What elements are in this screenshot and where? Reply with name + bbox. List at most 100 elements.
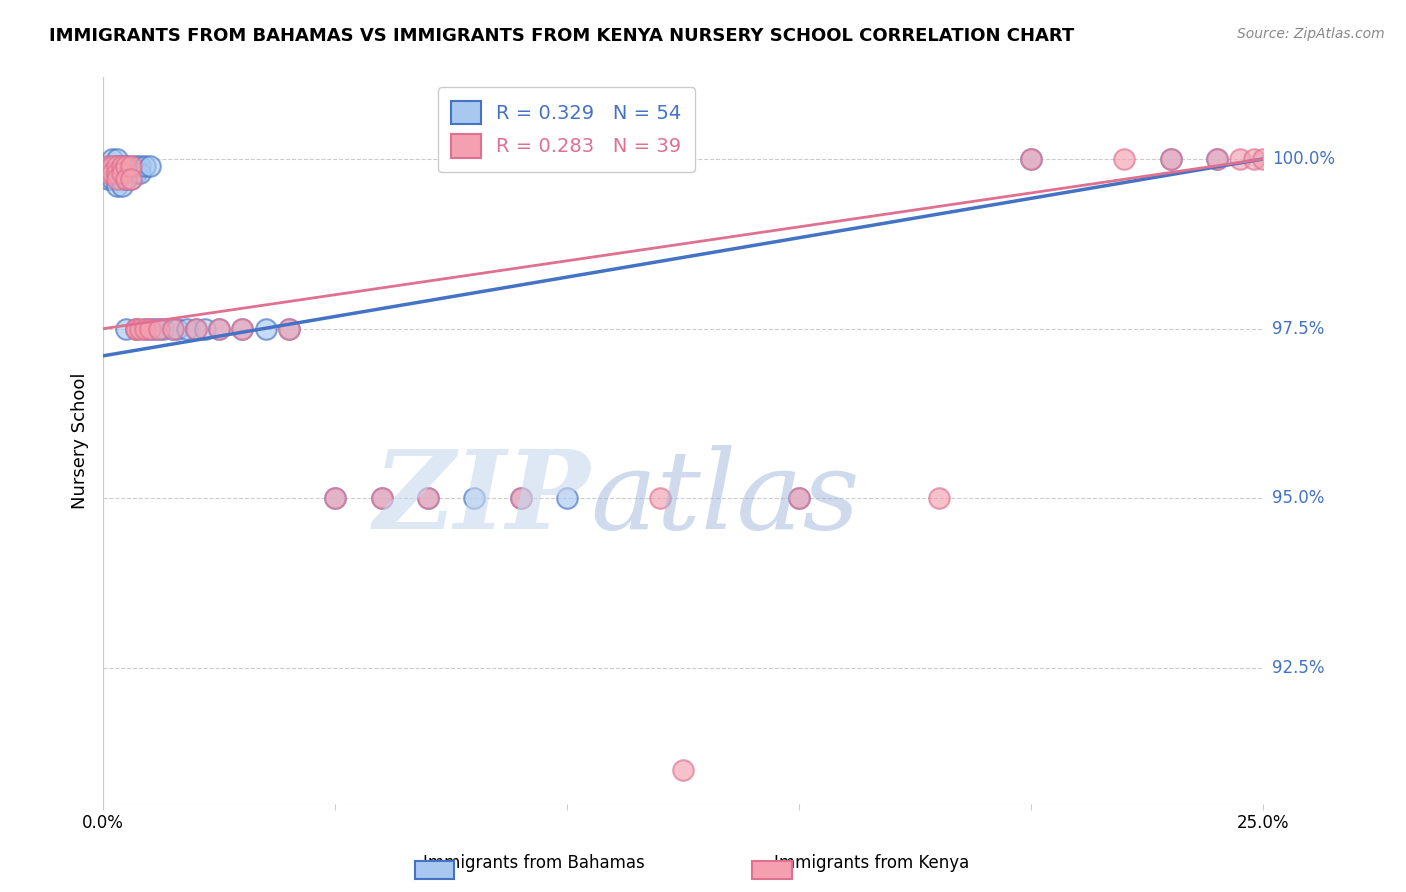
Point bbox=[105, 159, 128, 173]
Text: atlas: atlas bbox=[591, 445, 860, 552]
Point bbox=[124, 321, 146, 335]
Point bbox=[120, 172, 142, 186]
Point bbox=[1229, 152, 1251, 166]
Point bbox=[124, 321, 146, 335]
Point bbox=[1021, 152, 1043, 166]
Text: 92.5%: 92.5% bbox=[1272, 659, 1324, 677]
Point bbox=[105, 152, 128, 166]
Point bbox=[1160, 152, 1182, 166]
Point bbox=[115, 321, 138, 335]
Point bbox=[115, 165, 138, 179]
Point bbox=[105, 165, 128, 179]
Point bbox=[105, 172, 128, 186]
Point bbox=[509, 491, 531, 506]
Point bbox=[120, 159, 142, 173]
Point bbox=[152, 321, 174, 335]
Point bbox=[97, 165, 120, 179]
Point bbox=[105, 179, 128, 194]
Point bbox=[194, 321, 217, 335]
Text: 100.0%: 100.0% bbox=[1272, 150, 1334, 168]
Point bbox=[129, 159, 152, 173]
Point bbox=[231, 321, 253, 335]
Text: Source: ZipAtlas.com: Source: ZipAtlas.com bbox=[1237, 27, 1385, 41]
Point bbox=[138, 321, 160, 335]
Point bbox=[148, 321, 170, 335]
Point bbox=[115, 159, 138, 173]
Point bbox=[97, 172, 120, 186]
Point bbox=[1253, 152, 1275, 166]
Point bbox=[115, 172, 138, 186]
Point bbox=[208, 321, 231, 335]
Point bbox=[463, 491, 485, 506]
Point bbox=[1243, 152, 1265, 166]
Point bbox=[1160, 152, 1182, 166]
Point bbox=[111, 159, 134, 173]
Point bbox=[120, 159, 142, 173]
Point bbox=[101, 172, 124, 186]
Point bbox=[129, 165, 152, 179]
Point bbox=[162, 321, 184, 335]
Point bbox=[124, 159, 146, 173]
Text: 97.5%: 97.5% bbox=[1272, 319, 1324, 338]
Point bbox=[143, 321, 166, 335]
Point bbox=[124, 321, 146, 335]
Point bbox=[134, 159, 156, 173]
Point bbox=[101, 159, 124, 173]
Point bbox=[111, 165, 134, 179]
Point bbox=[254, 321, 277, 335]
Legend: R = 0.329   N = 54, R = 0.283   N = 39: R = 0.329 N = 54, R = 0.283 N = 39 bbox=[437, 87, 695, 171]
Point bbox=[277, 321, 299, 335]
Point bbox=[138, 321, 160, 335]
Point bbox=[111, 179, 134, 194]
Point bbox=[231, 321, 253, 335]
Point bbox=[1021, 152, 1043, 166]
Y-axis label: Nursery School: Nursery School bbox=[72, 373, 89, 509]
Point bbox=[509, 491, 531, 506]
Point bbox=[120, 172, 142, 186]
Text: IMMIGRANTS FROM BAHAMAS VS IMMIGRANTS FROM KENYA NURSERY SCHOOL CORRELATION CHAR: IMMIGRANTS FROM BAHAMAS VS IMMIGRANTS FR… bbox=[49, 27, 1074, 45]
Point bbox=[323, 491, 346, 506]
Text: 95.0%: 95.0% bbox=[1272, 490, 1324, 508]
Point bbox=[672, 763, 695, 777]
Point bbox=[124, 165, 146, 179]
Text: Immigrants from Kenya: Immigrants from Kenya bbox=[775, 855, 969, 872]
Point bbox=[787, 491, 810, 506]
Text: Immigrants from Bahamas: Immigrants from Bahamas bbox=[423, 855, 645, 872]
Point bbox=[97, 165, 120, 179]
Point bbox=[105, 159, 128, 173]
Point bbox=[1206, 152, 1229, 166]
Point bbox=[115, 159, 138, 173]
Point bbox=[101, 165, 124, 179]
Point bbox=[184, 321, 207, 335]
Point bbox=[162, 321, 184, 335]
Point bbox=[166, 321, 188, 335]
Point bbox=[370, 491, 392, 506]
Point bbox=[138, 159, 160, 173]
Point bbox=[105, 172, 128, 186]
Point bbox=[1206, 152, 1229, 166]
Point bbox=[416, 491, 439, 506]
Point bbox=[648, 491, 671, 506]
Point bbox=[416, 491, 439, 506]
Point bbox=[120, 165, 142, 179]
Point bbox=[111, 159, 134, 173]
Point bbox=[111, 165, 134, 179]
Point bbox=[176, 321, 198, 335]
Point bbox=[555, 491, 578, 506]
Point bbox=[101, 165, 124, 179]
Point bbox=[184, 321, 207, 335]
Point bbox=[370, 491, 392, 506]
Point bbox=[787, 491, 810, 506]
Point bbox=[208, 321, 231, 335]
Point bbox=[134, 321, 156, 335]
Point bbox=[101, 159, 124, 173]
Point bbox=[323, 491, 346, 506]
Point bbox=[1114, 152, 1136, 166]
Point bbox=[148, 321, 170, 335]
Point bbox=[97, 159, 120, 173]
Point bbox=[105, 165, 128, 179]
Point bbox=[134, 321, 156, 335]
Point bbox=[277, 321, 299, 335]
Text: ZIP: ZIP bbox=[374, 445, 591, 552]
Point bbox=[115, 172, 138, 186]
